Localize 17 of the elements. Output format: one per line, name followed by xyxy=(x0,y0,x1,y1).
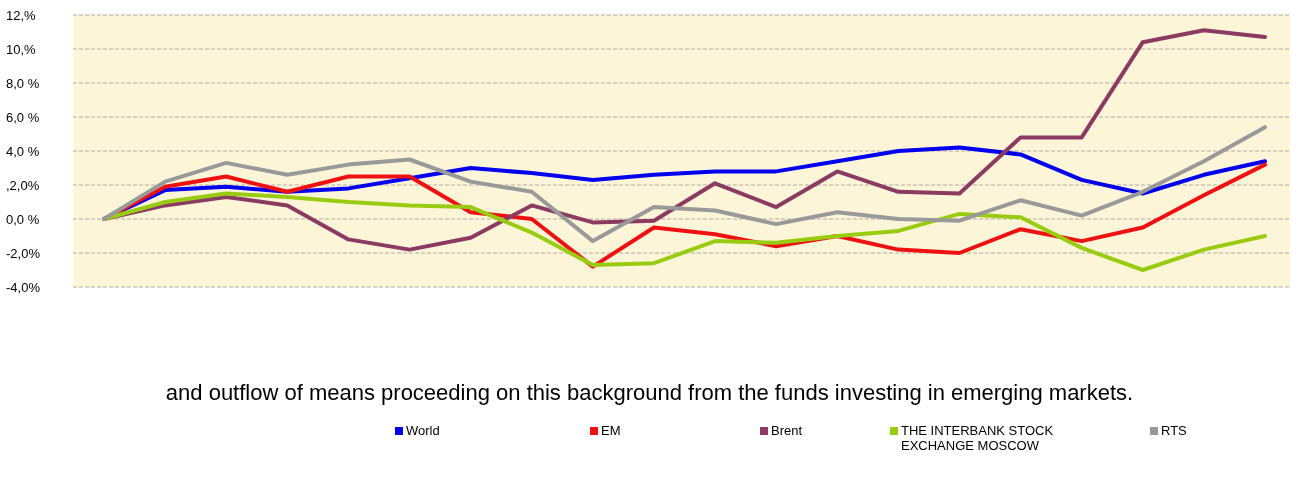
text: and outflow of means proceeding on this background from the funds investing in emerging markets. xyxy=(165,380,1134,405)
y-tick-label: 6,0 % xyxy=(6,109,40,125)
y-tick-label: 0,0 % xyxy=(6,211,40,227)
line-series xyxy=(102,191,1267,272)
legend-label: RTS xyxy=(1161,423,1188,438)
legend-label: World xyxy=(406,423,440,438)
y-tick-label: 10,% xyxy=(6,41,37,57)
line-series xyxy=(102,125,1267,244)
legend-label: Brent xyxy=(771,423,803,438)
legend-label: EM xyxy=(601,423,621,438)
legend-label: THE INTERBANK STOCK EXCHANGE MOSCOW xyxy=(901,423,1054,453)
y-tick-label: 12,% xyxy=(6,7,37,23)
y-tick-label: 8,0 % xyxy=(6,75,40,91)
y-tick-label: -2,0% xyxy=(6,245,41,261)
y-tick-label: -4,0% xyxy=(6,279,41,295)
y-tick-label: ,2,0% xyxy=(6,177,40,193)
y-tick-label: 4,0 % xyxy=(6,143,40,159)
